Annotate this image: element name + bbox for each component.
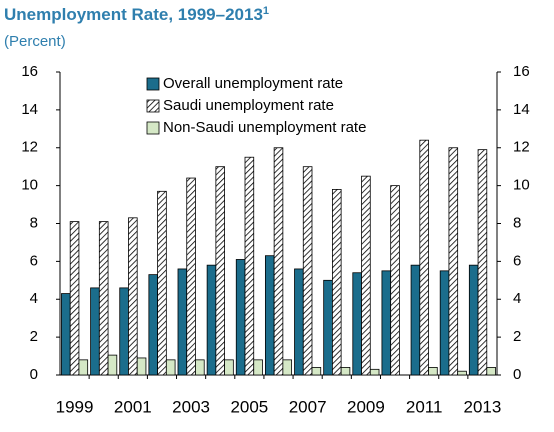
bar xyxy=(294,268,304,376)
x-tick-label: 2007 xyxy=(289,397,327,416)
y2-tick-label: 4 xyxy=(513,290,521,307)
y2-tick-label: 10 xyxy=(513,177,530,194)
bar xyxy=(224,359,234,376)
x-tick-label: 1999 xyxy=(56,397,94,416)
legend-swatch xyxy=(146,77,160,91)
y-tick-label: 0 xyxy=(30,366,38,383)
x-tick-label: 2009 xyxy=(347,397,385,416)
y2-tick-label: 2 xyxy=(513,328,521,345)
y-tick-label: 10 xyxy=(21,177,38,194)
bar xyxy=(340,367,351,376)
bar xyxy=(390,185,400,376)
bar xyxy=(352,272,362,376)
y-tick-label: 8 xyxy=(30,214,38,231)
bar xyxy=(253,359,263,376)
bar xyxy=(98,221,109,376)
bar xyxy=(439,270,450,376)
bar xyxy=(273,147,284,376)
bar xyxy=(428,367,438,376)
y2-tick-label: 12 xyxy=(513,139,530,156)
bar xyxy=(282,359,293,376)
bar xyxy=(165,359,176,376)
y2-tick-label: 14 xyxy=(513,101,530,118)
bar xyxy=(381,270,392,376)
bar xyxy=(177,268,188,376)
bar xyxy=(323,279,333,376)
bar xyxy=(90,287,100,376)
bar xyxy=(486,367,496,376)
bar xyxy=(215,166,226,376)
bar xyxy=(419,139,429,376)
bar xyxy=(468,264,479,376)
bar xyxy=(61,293,71,376)
y-tick-label: 2 xyxy=(30,328,38,345)
title-footnote: 1 xyxy=(263,5,269,17)
x-tick-label: 2011 xyxy=(406,397,443,416)
bar xyxy=(361,175,371,376)
y-tick-label: 6 xyxy=(30,252,38,269)
bar xyxy=(206,264,217,376)
bar xyxy=(369,368,380,376)
y2-tick-label: 8 xyxy=(513,214,521,231)
bar xyxy=(302,166,313,376)
y-tick-label: 16 xyxy=(21,63,38,80)
bar xyxy=(410,264,421,376)
bar xyxy=(119,287,129,376)
bar xyxy=(448,147,459,376)
legend-label: Saudi unemployment rate xyxy=(163,97,334,114)
y2-tick-label: 16 xyxy=(513,63,530,80)
bar xyxy=(311,367,322,376)
bar xyxy=(157,190,167,376)
legend-swatch xyxy=(146,121,160,135)
y-tick-label: 14 xyxy=(21,101,38,118)
legend-box xyxy=(140,73,412,139)
bar xyxy=(186,177,196,376)
y-tick-label: 12 xyxy=(21,139,38,156)
x-tick-label: 2003 xyxy=(172,397,210,416)
title-text: Unemployment Rate, 1999–2013 xyxy=(4,5,263,24)
bar xyxy=(107,354,118,376)
bar xyxy=(69,221,80,376)
x-tick-label: 2005 xyxy=(230,397,268,416)
y2-tick-label: 6 xyxy=(513,252,521,269)
y-tick-label: 4 xyxy=(30,290,38,307)
x-tick-label: 2001 xyxy=(114,397,152,416)
legend-label: Non-Saudi unemployment rate xyxy=(163,119,366,136)
bar xyxy=(148,274,158,376)
bar xyxy=(457,370,467,376)
bar xyxy=(195,359,205,376)
bar xyxy=(78,359,89,376)
bar xyxy=(128,217,138,376)
bar xyxy=(244,156,255,376)
bar xyxy=(264,255,275,376)
chart-title: Unemployment Rate, 1999–20131 xyxy=(4,5,269,25)
bar xyxy=(136,357,147,376)
bar xyxy=(477,149,488,376)
chart-subtitle: (Percent) xyxy=(4,33,66,50)
legend-swatch xyxy=(146,99,160,113)
bar xyxy=(235,259,246,376)
y2-tick-label: 0 xyxy=(513,366,521,383)
bar xyxy=(331,189,342,376)
x-tick-label: 2013 xyxy=(464,397,502,416)
legend-label: Overall unemployment rate xyxy=(163,75,343,92)
